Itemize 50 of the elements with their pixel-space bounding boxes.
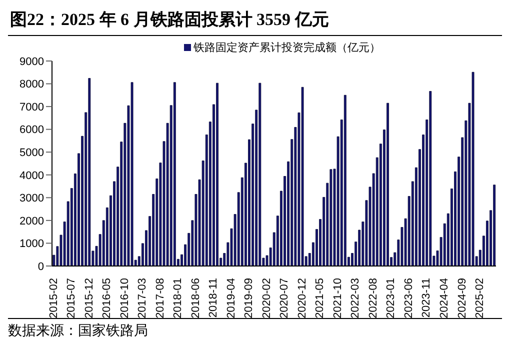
y-tick-label: 2000: [20, 215, 44, 228]
y-tick-label: 8000: [20, 78, 44, 91]
y-tick-label: 0: [38, 260, 44, 273]
bar: [216, 82, 218, 266]
y-tick-label: 4000: [20, 170, 44, 182]
x-tick-label: 2018-06: [190, 278, 202, 318]
x-tick-label: 2020-02: [260, 278, 273, 318]
x-tick-label: 2022-08: [367, 278, 380, 318]
x-tick-label: 2020-07: [278, 278, 291, 318]
x-tick-label: 2024-04: [438, 278, 450, 318]
x-tick-label: 2021-10: [332, 278, 344, 318]
x-tick-label: 2022-03: [350, 278, 362, 318]
bar: [472, 72, 474, 266]
x-tick-label: 2019-09: [243, 278, 256, 318]
x-tick-label: 2018-11: [208, 278, 220, 318]
y-tick-label: 1000: [20, 238, 44, 250]
x-tick-label: 2023-11: [420, 278, 433, 318]
x-tick-label: 2016-05: [101, 278, 114, 318]
x-tick-label: 2018-01: [172, 278, 184, 318]
x-tick-label: 2017-08: [154, 278, 166, 318]
bar: [301, 86, 304, 266]
x-tick-label: 2023-01: [385, 278, 398, 318]
chart-title: 图22：2025 年 6 月铁路固投累计 3559 亿元: [8, 8, 502, 36]
bar: [88, 78, 91, 266]
y-tick-label: 9000: [20, 56, 44, 68]
bar: [173, 82, 176, 266]
bar: [429, 91, 432, 266]
bar: [386, 102, 389, 266]
bar: [344, 94, 346, 266]
bar: [330, 169, 332, 266]
bar: [130, 82, 134, 266]
legend-label: 铁路固定资产累计投资完成额（亿元）: [192, 40, 380, 55]
x-tick-label: 2023-06: [402, 278, 415, 318]
x-tick-label: 2024-09: [456, 278, 468, 318]
y-tick-label: 6000: [20, 124, 44, 136]
x-tick-label: 2015-02: [48, 278, 60, 318]
y-tick-label: 7000: [20, 101, 44, 114]
source-note: 数据来源：国家铁路局: [8, 322, 149, 340]
y-tick-label: 3000: [20, 192, 44, 205]
x-tick-label: 2019-04: [225, 278, 238, 318]
x-tick-label: 2015-07: [66, 278, 78, 318]
x-tick-label: 2021-05: [314, 278, 326, 318]
bar: [493, 184, 496, 266]
x-tick-label: 2017-03: [136, 278, 149, 318]
y-tick-label: 5000: [20, 147, 44, 160]
x-tick-label: 2025-02: [474, 278, 486, 318]
x-tick-label: 2015-12: [83, 278, 96, 318]
x-tick-label: 2020-12: [296, 278, 308, 318]
bar: [258, 82, 262, 266]
x-tick-label: 2016-10: [118, 278, 131, 318]
